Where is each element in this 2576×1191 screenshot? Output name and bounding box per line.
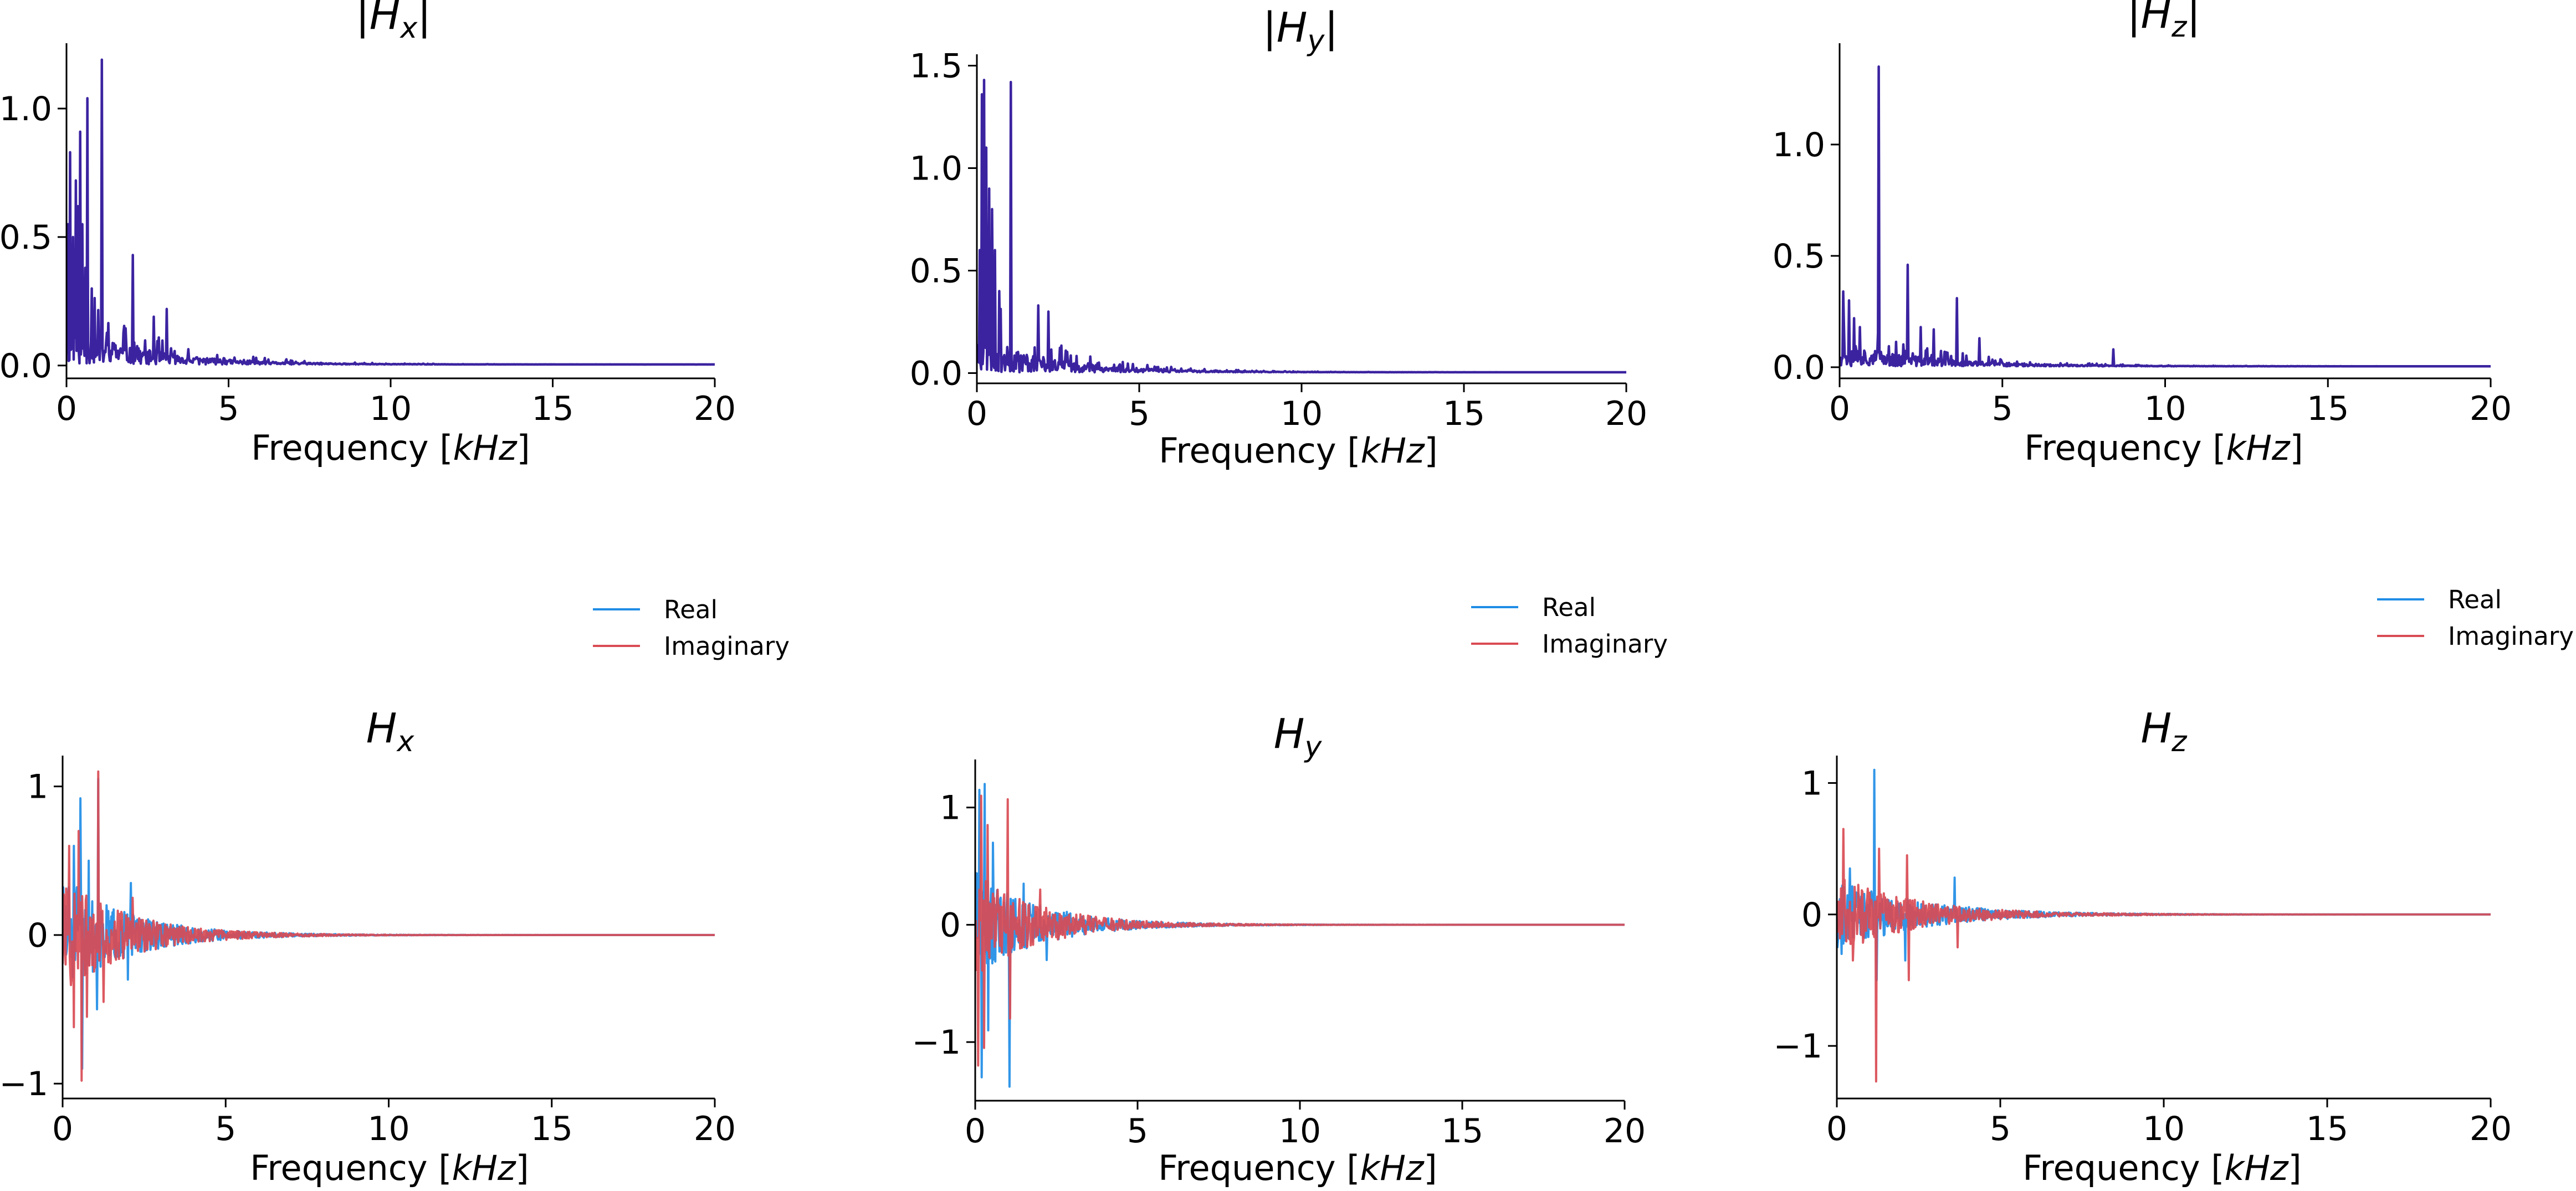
x-axis-label: Frequency [kHz] [251,428,530,468]
x-tick-label: 15 [1443,394,1485,433]
x-axis-label: Frequency [kHz] [2024,428,2303,468]
y-tick-label: −1 [912,1023,961,1062]
x-tick-label: 0 [1826,1110,1847,1148]
legend-label-imaginary: Imaginary [1542,629,1668,659]
y-tick-label: 0.0 [910,355,962,393]
series-line-imaginary-cplx-x [63,770,715,1082]
x-tick-label: 0 [52,1110,73,1148]
series-line-imaginary-cplx-y [975,794,1625,1067]
x-tick-label: 0 [965,1112,986,1151]
series-line-hz-mag-z [1840,65,2491,368]
x-tick-label: 0 [56,389,77,428]
x-tick-label: 10 [1281,394,1323,433]
legend: Real Imaginary [593,595,790,661]
x-tick-label: 5 [1992,389,2013,428]
x-axis-label: Frequency [kHz] [1159,430,1437,471]
series-line-real-cplx-z [1837,768,2491,982]
legend-label-real: Real [2448,585,2502,614]
x-tick-label: 15 [1441,1112,1483,1151]
x-tick-label: 10 [1279,1112,1321,1151]
x-tick-label: 20 [1605,394,1647,433]
x-tick-label: 0 [1829,389,1850,428]
series-line-real-cplx-y [975,783,1625,1088]
x-tick-label: 5 [1127,1112,1148,1151]
y-tick-label: 1.0 [1773,126,1825,165]
legend-label-imaginary: Imaginary [2448,622,2574,651]
panel-cplx-y: 0 5 10 15 20 −1 0 1 Frequency [kHz] Hy Real Imagina… [912,593,1668,1188]
panel-title: |Hy| [1263,4,1338,58]
panel-cplx-z: 0 5 10 15 20 −1 0 1 Frequency [kHz] Hz Real Imagina… [1774,585,2574,1188]
x-tick-label: 0 [966,394,987,433]
x-tick-label: 5 [218,389,239,428]
x-tick-label: 20 [694,389,736,428]
y-tick-label: −1 [1774,1027,1822,1066]
x-tick-label: 20 [2470,389,2512,428]
x-tick-label: 20 [694,1110,736,1148]
y-tick-label: 0.5 [0,218,52,257]
legend-label-imaginary: Imaginary [664,632,790,661]
panel-title: Hy [1274,710,1323,764]
y-tick-label: −1 [0,1065,48,1103]
y-tick-label: 0 [27,916,48,955]
panel-mag-z: 0 5 10 15 20 0.0 0.5 1.0 Frequency [kHz] |Hz| [1773,0,2512,468]
y-tick-label: 1.0 [910,150,962,188]
y-tick-label: 1.5 [910,47,962,86]
y-tick-label: 1 [940,789,961,828]
legend: Real Imaginary [1471,593,1668,659]
y-tick-label: 1 [1801,764,1822,803]
x-tick-label: 5 [1129,394,1150,433]
x-tick-label: 15 [531,389,573,428]
x-tick-label: 15 [2307,389,2349,428]
x-tick-label: 10 [2143,1110,2185,1148]
x-axis-label: Frequency [kHz] [250,1148,529,1188]
series-line-imaginary-cplx-z [1837,828,2491,1083]
x-tick-label: 5 [215,1110,236,1148]
panel-mag-x: 0 5 10 15 20 0.0 0.5 1.0 Frequency [kHz] |Hx| [0,0,736,468]
y-tick-label: 0.0 [1773,348,1825,387]
x-tick-label: 5 [1990,1110,2011,1148]
y-tick-label: 0 [940,906,961,944]
legend-label-real: Real [664,595,718,624]
y-tick-label: 1.0 [0,90,52,129]
x-axis-label: Frequency [kHz] [2022,1148,2301,1188]
y-tick-label: 0 [1801,896,1822,935]
panel-title: |Hx| [356,0,431,45]
x-tick-label: 15 [2306,1110,2348,1148]
x-tick-label: 15 [531,1110,573,1148]
x-tick-label: 20 [1604,1112,1646,1151]
x-axis-label: Frequency [kHz] [1158,1148,1437,1188]
x-tick-label: 10 [2144,389,2186,428]
panel-title: Hz [2141,705,2188,758]
legend: Real Imaginary [2377,585,2574,651]
x-tick-label: 20 [2470,1110,2512,1148]
y-tick-label: 1 [27,768,48,807]
legend-label-real: Real [1542,593,1596,622]
panel-title: Hx [366,705,415,758]
y-tick-label: 0.0 [0,347,52,386]
panel-mag-y: 0 5 10 15 20 0.0 0.5 1.0 1.5 Frequency [kHz] |Hy| [910,4,1648,471]
x-tick-label: 10 [367,1110,409,1148]
y-tick-label: 0.5 [910,252,962,291]
panel-title: |Hz| [2127,0,2201,44]
x-tick-label: 10 [370,389,412,428]
y-tick-label: 0.5 [1773,237,1825,276]
series-line-hy-mag-y [977,79,1626,374]
series-line-hx-mag-x [66,58,715,366]
series-line-real-cplx-x [63,778,715,1070]
